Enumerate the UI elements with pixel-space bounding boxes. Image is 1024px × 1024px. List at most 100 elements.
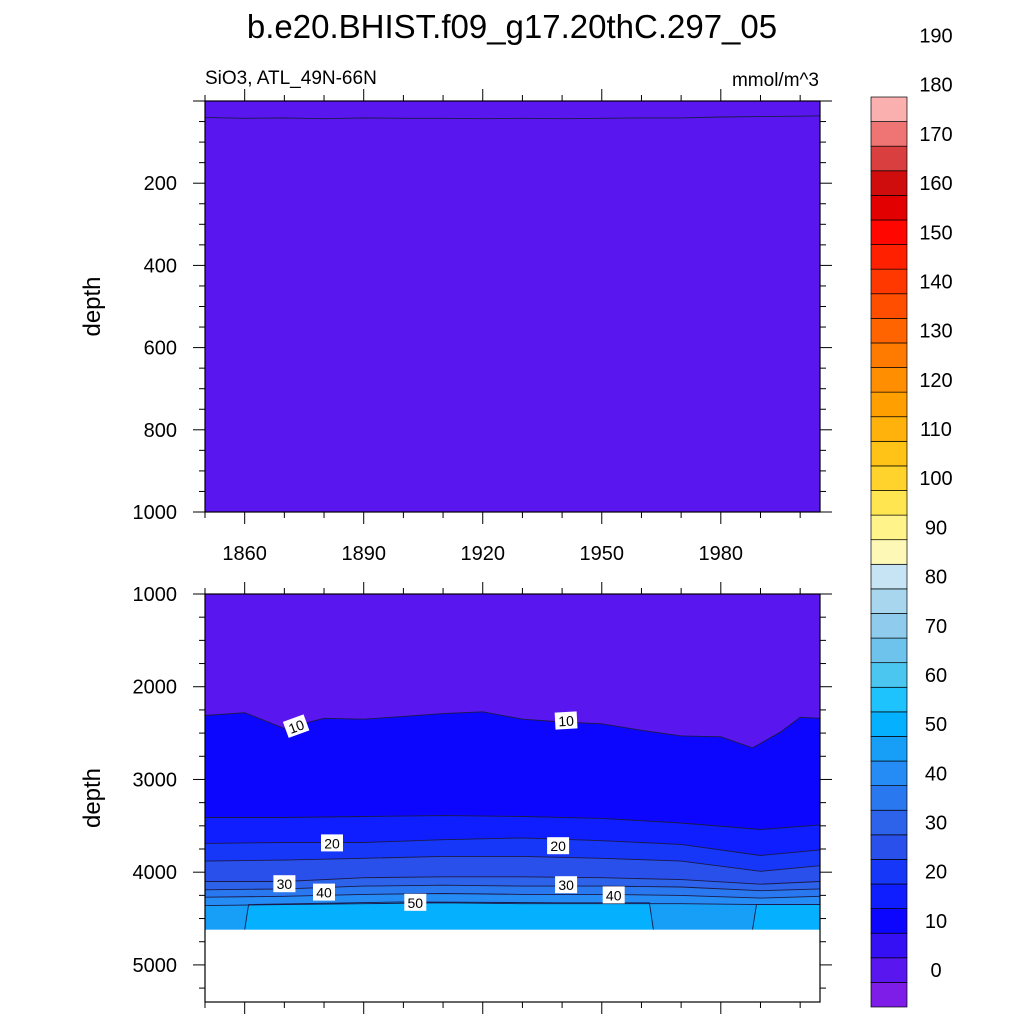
colorbar-swatch	[870, 834, 908, 860]
colorbar-swatch	[870, 195, 908, 221]
colorbar-swatch	[870, 121, 908, 147]
contour-line-30	[205, 876, 820, 885]
no-data-region	[205, 929, 820, 1002]
colorbar-swatch	[870, 686, 908, 713]
units-label: mmol/m^3	[732, 70, 819, 91]
contour-label-text: 50	[408, 895, 424, 911]
contour-label: 20	[547, 837, 570, 855]
contour-label-box	[321, 834, 343, 852]
y-tick-label: 600	[144, 338, 177, 360]
colorbar-label: 90	[925, 517, 947, 539]
colorbar-label: 100	[919, 468, 952, 490]
contour-line-25	[205, 855, 820, 872]
colorbar-label: 40	[925, 763, 947, 785]
contour-line-10	[205, 711, 820, 749]
colorbar-label: 110	[920, 419, 952, 441]
colorbar-swatch	[870, 391, 908, 418]
colorbar-swatch	[870, 613, 908, 639]
x-tick-label: 1920	[460, 543, 505, 565]
contour-label-box	[555, 876, 578, 894]
colorbar-swatch	[870, 367, 908, 393]
colorbar-swatch	[870, 293, 908, 319]
colorbar-swatch	[870, 982, 908, 1008]
contour-label: 40	[313, 883, 335, 901]
colorbar-swatch	[870, 440, 908, 467]
colorbar-swatch	[870, 490, 908, 516]
contour-label-text: 40	[316, 885, 332, 901]
colorbar-swatch	[870, 96, 908, 122]
y-tick-label: 200	[144, 173, 177, 195]
colorbar-label: 70	[925, 616, 947, 638]
figure-title: b.e20.BHIST.f09_g17.20thC.297_05	[247, 8, 777, 45]
colorbar: 0 10 20 30 40 50 60 70 80 90 100 110 120 130 140 150 160…	[870, 26, 953, 1008]
contour-label-text: 30	[558, 877, 574, 893]
colorbar-label: 50	[925, 714, 947, 736]
colorbar-swatch	[870, 170, 908, 196]
contour-line-15	[205, 815, 820, 830]
contour-line-20	[205, 837, 820, 856]
contour-line-0	[205, 115, 820, 120]
colorbar-swatch	[870, 809, 908, 836]
y-tick-label: 5000	[133, 955, 178, 977]
colorbar-swatch	[870, 342, 908, 368]
contour-line-40	[205, 893, 820, 899]
lower-depth-panel: 10 10 20 20 30 30 40 40 50 1000 2000 3000 4000 5000 de…	[79, 582, 832, 1014]
colorbar-label: 20	[925, 862, 947, 884]
y-tick-label: 800	[144, 420, 177, 442]
colorbar-label: 140	[919, 271, 952, 293]
colorbar-swatch	[870, 145, 908, 172]
contour-label-text: 20	[550, 838, 566, 854]
contour-label: 50	[404, 893, 427, 911]
colorbar-label: 60	[925, 665, 947, 687]
contour-label: 40	[602, 886, 625, 904]
colorbar-swatch	[870, 760, 908, 786]
contour-line-45	[205, 902, 820, 907]
colorbar-label: 10	[925, 911, 947, 933]
contour-label-text: 20	[324, 835, 340, 851]
colorbar-swatch	[870, 637, 908, 664]
fill-level-0	[205, 115, 820, 512]
colorbar-swatch	[870, 736, 908, 762]
contour-label-text: 40	[606, 887, 622, 903]
contour-label: 10	[282, 714, 310, 738]
colorbar-swatch	[870, 957, 908, 983]
colorbar-label: 160	[919, 173, 952, 195]
x-tick-label: 1890	[341, 543, 386, 565]
y-tick-label: 400	[144, 255, 177, 277]
contour-label-box	[554, 711, 578, 730]
contour-label-text: 10	[558, 713, 575, 730]
colorbar-label: 120	[919, 370, 952, 392]
contour-label: 20	[321, 834, 343, 852]
y-tick-label: 1000	[133, 584, 178, 606]
colorbar-swatch	[870, 268, 908, 295]
colorbar-swatch	[870, 588, 908, 614]
panel-frame	[204, 593, 821, 1003]
colorbar-label: 30	[925, 813, 947, 835]
contour-line-35	[205, 884, 820, 892]
variable-label: SiO3, ATL_49N-66N	[205, 68, 377, 89]
contour-label-box	[313, 883, 335, 901]
fill-level-50	[752, 904, 820, 930]
colorbar-label: 150	[919, 222, 952, 244]
colorbar-swatch	[870, 563, 908, 590]
colorbar-swatch	[870, 465, 908, 491]
x-tick-label: 1980	[699, 543, 744, 565]
colorbar-label: 180	[919, 75, 952, 97]
colorbar-swatch	[870, 244, 908, 270]
contour-label-box	[282, 714, 310, 738]
colorbar-label: 80	[925, 567, 947, 589]
colorbar-label: 130	[919, 321, 952, 343]
upper-depth-panel: 200 400 600 800 1000 1860 1890 1920 1950 1980 dept…	[79, 89, 832, 565]
colorbar-swatch	[870, 539, 908, 565]
fill-surface	[205, 101, 820, 122]
contour-line-50	[244, 901, 654, 930]
contour-label-text: 10	[286, 716, 306, 736]
contour-label-box	[404, 893, 427, 911]
y-axis-label: depth	[79, 768, 106, 828]
colorbar-swatch	[870, 416, 908, 442]
colorbar-swatch	[870, 514, 908, 541]
colorbar-swatch	[870, 883, 908, 909]
colorbar-swatch	[870, 318, 908, 344]
y-tick-label: 4000	[133, 862, 178, 884]
